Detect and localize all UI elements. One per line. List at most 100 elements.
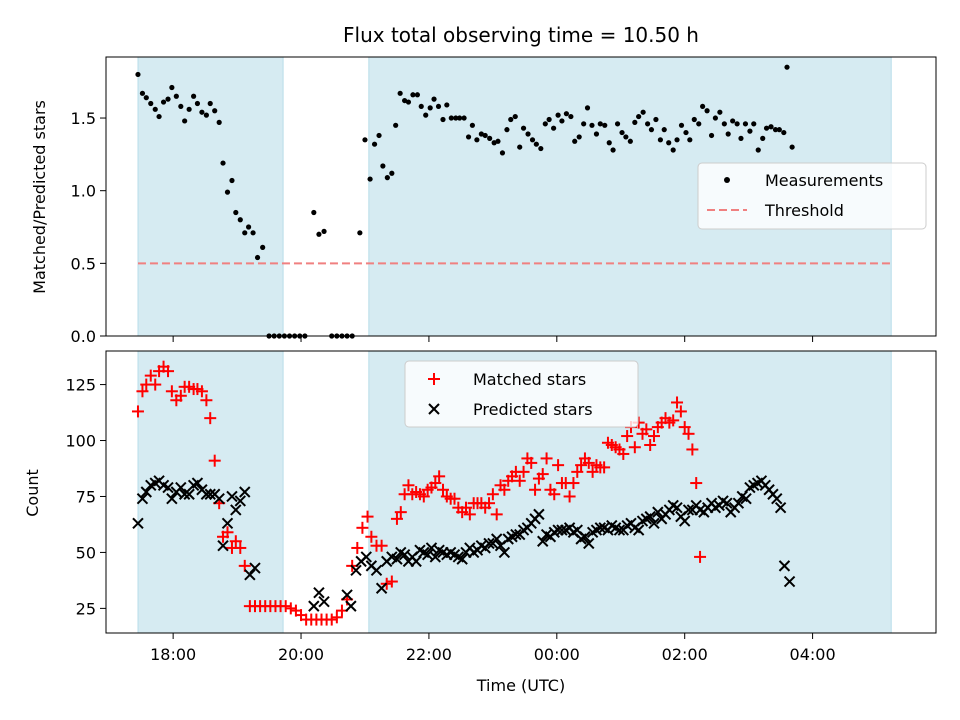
measurement-point (143, 95, 149, 101)
measurement-point (482, 132, 488, 139)
measurement-point (414, 92, 421, 98)
predicted-star-point (483, 537, 495, 550)
y-tick-label: 25 (76, 599, 96, 618)
predicted-star-point (166, 493, 178, 505)
matched-star-point (490, 508, 503, 521)
matched-star-point (436, 483, 449, 496)
matched-star-point (149, 378, 162, 391)
measurement-point (440, 116, 446, 123)
measurement-point (371, 141, 378, 147)
predicted-star-point (456, 553, 468, 565)
predicted-star-point (644, 510, 656, 523)
matched-star-point (417, 490, 430, 503)
predicted-star-point (136, 493, 149, 505)
measurement-points (135, 64, 795, 339)
matched-star-point (529, 483, 542, 496)
measurement-point (321, 228, 327, 234)
measurement-point (768, 124, 774, 130)
count-points (131, 360, 796, 626)
y-tick-label: 75 (76, 487, 96, 506)
measurement-point (725, 131, 731, 137)
measurement-point (254, 254, 261, 261)
x-ticks-top (172, 336, 814, 342)
x-tick-label: 18:00 (150, 645, 196, 664)
matched-star-point (390, 512, 403, 525)
matched-star-point (686, 443, 699, 456)
x-axis-label: Time (UTC) (476, 676, 565, 695)
measurement-point (781, 129, 787, 136)
measurement-point (568, 113, 574, 120)
measurement-point (640, 109, 646, 115)
y-tick-label: 1.5 (71, 109, 96, 128)
predicted-star-point (308, 600, 320, 612)
predicted-star-point (360, 551, 372, 563)
matched-star-point (582, 456, 595, 469)
matched-star-point (586, 465, 599, 478)
measurement-point (495, 138, 501, 144)
predicted-star-point (217, 540, 229, 552)
matched-star-point (678, 421, 691, 434)
matched-star-point (131, 405, 144, 418)
measurement-point (191, 93, 197, 99)
measurement-point (653, 116, 659, 123)
measurement-point (367, 176, 373, 182)
predicted-star-point (740, 493, 752, 505)
measurement-point (533, 141, 539, 147)
measurement-point (763, 125, 770, 131)
legend-matched-marker (428, 373, 440, 385)
predicted-star-point (732, 497, 745, 509)
matched-star-point (208, 454, 221, 467)
predicted-star-point (341, 589, 353, 601)
measurement-point (207, 100, 213, 107)
predicted-star-point (191, 477, 204, 489)
measurement-point (551, 125, 557, 131)
legend-predicted-marker (428, 403, 440, 415)
matched-star-point (136, 385, 149, 398)
measurement-point (614, 121, 621, 127)
measurement-point (376, 132, 382, 139)
matched-star-point (525, 456, 538, 469)
predicted-star-point (162, 481, 174, 494)
measurement-point (712, 115, 718, 121)
matched-star-point (640, 423, 653, 436)
predicted-star-point (140, 486, 152, 498)
measurement-point (789, 144, 795, 150)
matched-star-point (221, 526, 234, 539)
measurement-point (648, 127, 655, 133)
measurement-point (435, 103, 442, 110)
matched-star-point (648, 430, 661, 443)
measurement-point (738, 135, 744, 141)
measurement-point (405, 99, 412, 105)
measurement-point (135, 71, 141, 78)
legend-measurements-marker (724, 177, 730, 183)
matched-star-point (628, 441, 641, 454)
predicted-star-point (313, 587, 325, 599)
measurement-point (224, 189, 231, 195)
measurement-point (683, 129, 689, 136)
matched-star-point (238, 559, 251, 572)
y-tick-label: 50 (76, 543, 96, 562)
legend-threshold-label: Threshold (764, 201, 844, 220)
measurement-point (584, 105, 591, 111)
chart-title: Flux total observing time = 10.50 h (343, 23, 699, 47)
measurement-point (581, 121, 587, 127)
measurement-point (504, 127, 510, 133)
matched-star-point (162, 365, 175, 378)
matched-star-point (671, 396, 684, 409)
matched-star-point (540, 452, 553, 465)
predicted-star-point (200, 488, 213, 500)
measurement-point (602, 122, 608, 128)
predicted-star-point (244, 569, 256, 581)
matched-star-point (279, 600, 292, 613)
predicted-star-point (370, 564, 383, 577)
measurement-point (508, 116, 514, 123)
predicted-star-point (721, 497, 733, 509)
matched-star-point (195, 385, 208, 398)
x-tick-label: 04:00 (790, 645, 836, 664)
predicted-star-point (778, 560, 791, 572)
measurement-point (237, 217, 243, 223)
measurement-point (730, 118, 736, 124)
legend-matched-label: Matched stars (473, 370, 586, 389)
matched-star-point (575, 459, 588, 472)
measurement-point (619, 129, 625, 136)
